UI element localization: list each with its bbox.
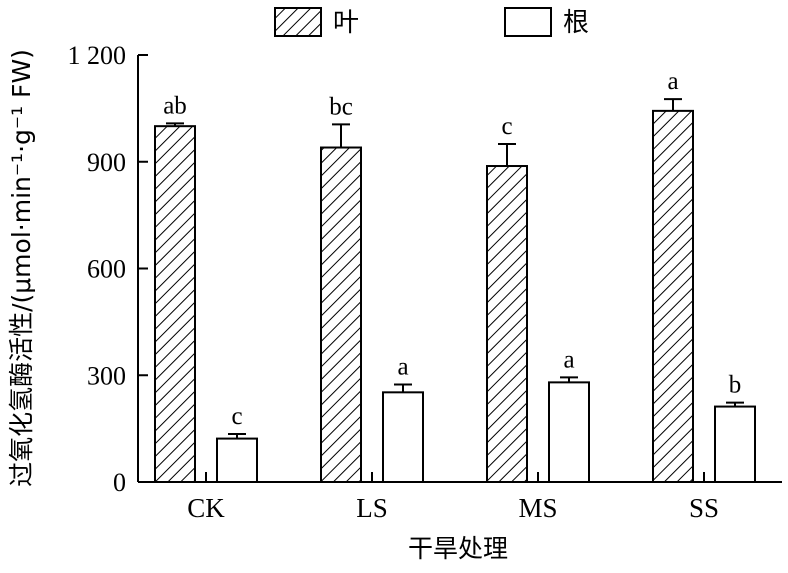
bar-leaf-ms xyxy=(486,165,528,484)
significance-label-leaf-ls: bc xyxy=(329,93,353,120)
legend: 叶 根 xyxy=(274,7,589,38)
bar-root-ss xyxy=(714,405,756,483)
x-tick-labels: CK LS MS SS xyxy=(187,472,719,523)
y-tick-label: 900 xyxy=(87,148,126,177)
y-tick-label: 0 xyxy=(113,468,126,497)
bar-leaf-ss xyxy=(652,109,694,483)
legend-swatch-leaf xyxy=(274,7,322,37)
bar-root-ck xyxy=(216,437,258,484)
x-tick-label-ls: LS xyxy=(356,493,388,523)
significance-label-root-ms: a xyxy=(563,346,574,373)
legend-label-root: 根 xyxy=(563,8,589,38)
bar-leaf-ls xyxy=(320,146,362,483)
x-tick-label-ck: CK xyxy=(187,493,225,523)
significance-label-root-ck: c xyxy=(231,403,242,430)
legend-swatch-root xyxy=(504,7,552,37)
x-axis-title: 干旱处理 xyxy=(408,534,508,563)
significance-label-leaf-ms: c xyxy=(501,113,512,140)
x-tick-label-ss: SS xyxy=(689,493,719,523)
y-tick-label: 300 xyxy=(87,361,126,390)
bar-root-ms xyxy=(548,381,590,483)
significance-label-leaf-ck: ab xyxy=(163,92,187,119)
significance-label-root-ls: a xyxy=(397,354,408,381)
y-tick-label: 1 200 xyxy=(68,41,127,70)
bar-root-ls xyxy=(382,391,424,483)
significance-label-root-ss: b xyxy=(729,372,742,399)
y-ticks: 0 300 600 900 1 200 xyxy=(68,41,148,497)
significance-label-leaf-ss: a xyxy=(667,68,678,95)
y-axis-title: 过氧化氢酶活性/(μmol·min⁻¹·g⁻¹ FW) xyxy=(7,49,36,487)
y-tick-label: 600 xyxy=(87,255,126,284)
x-tick-label-ms: MS xyxy=(518,493,557,523)
legend-label-leaf: 叶 xyxy=(333,8,359,38)
bar-leaf-ck xyxy=(154,125,196,484)
